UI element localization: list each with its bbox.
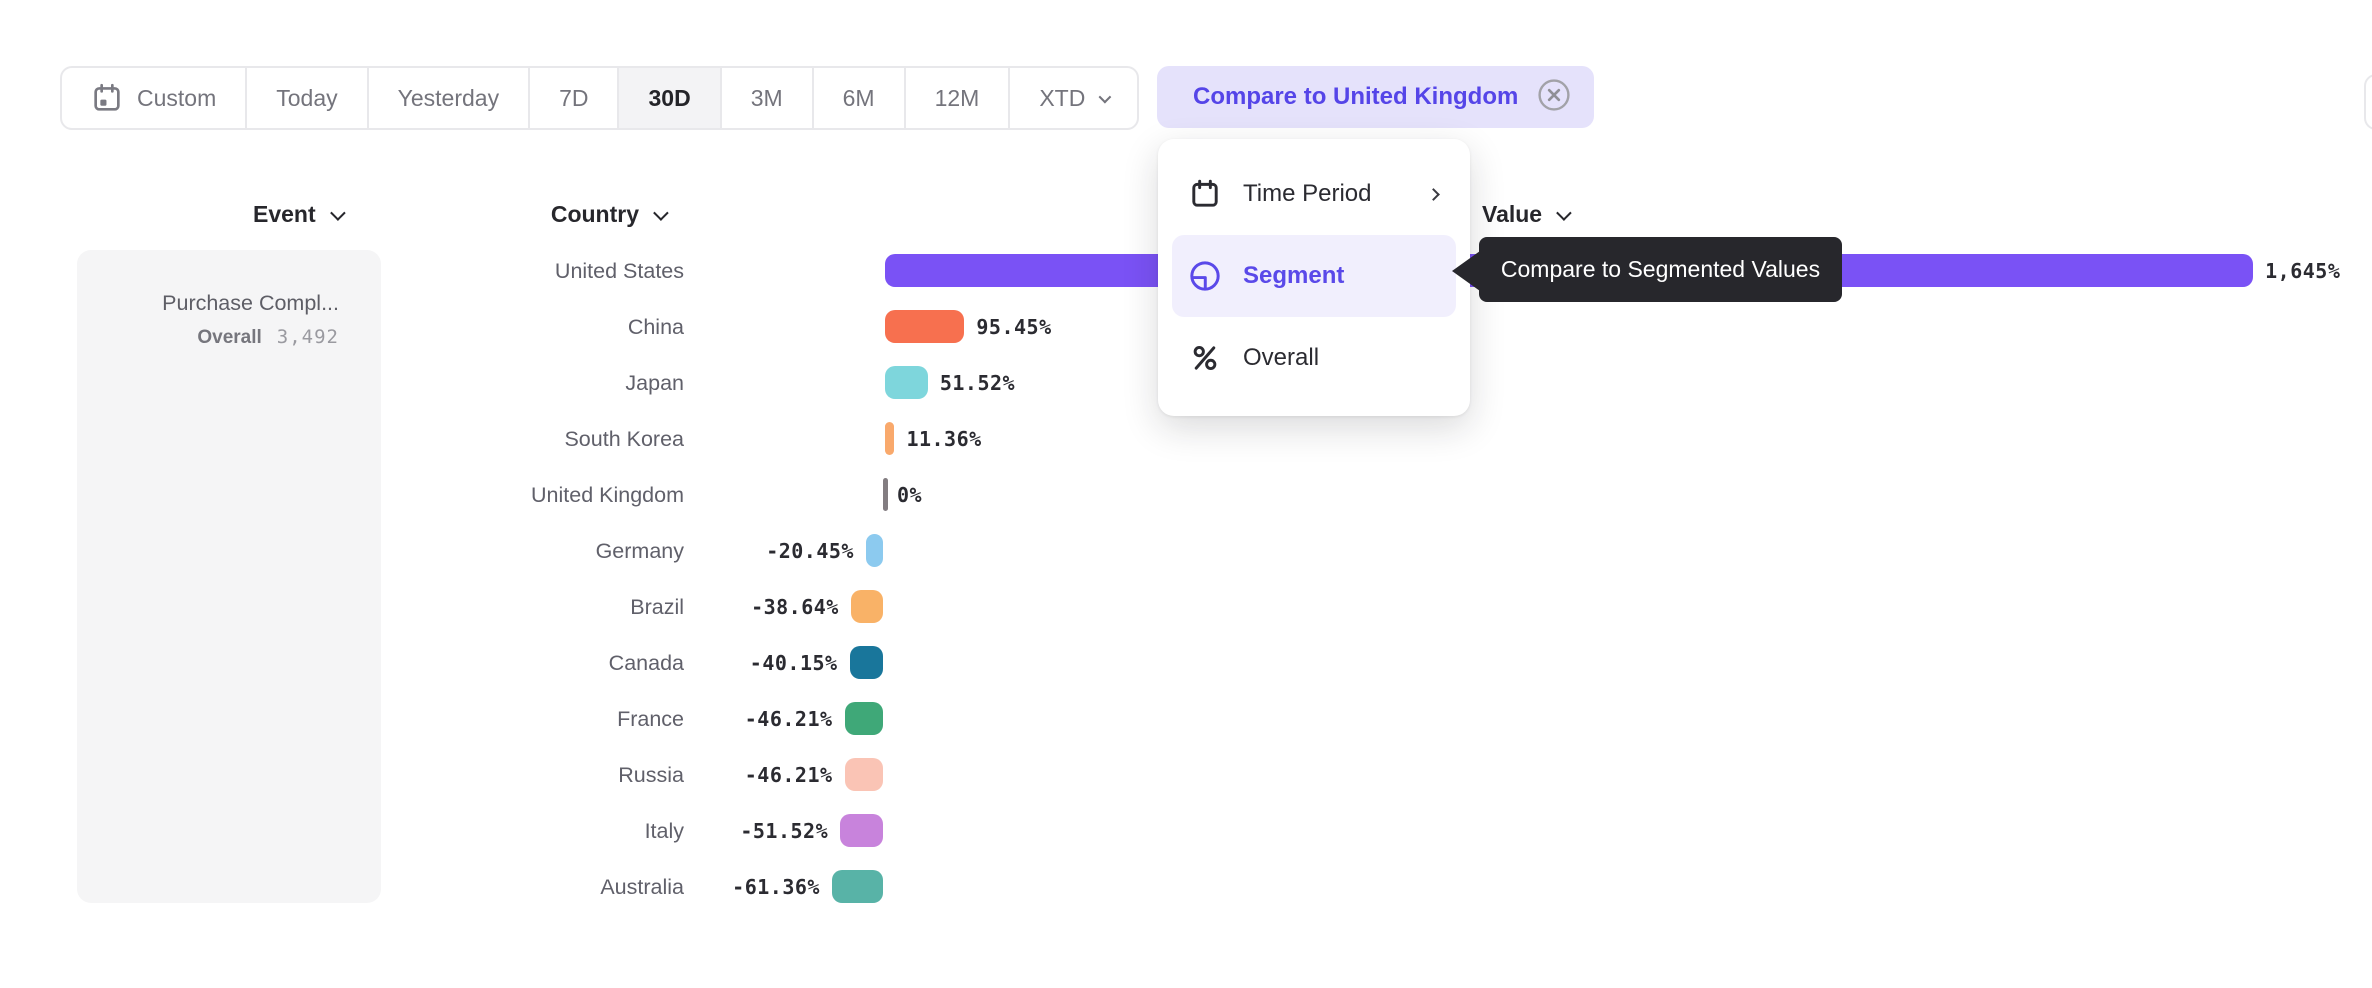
compare-options-menu: Time Period Segment Overall xyxy=(1158,139,1470,416)
date-range-label: Custom xyxy=(137,84,217,111)
country-label: United Kingdom xyxy=(531,483,684,507)
country-label: Russia xyxy=(618,763,684,787)
country-label: France xyxy=(617,707,684,731)
chart-row-germany: Germany -20.45% xyxy=(0,523,2372,579)
chart-row-canada: Canada -40.15% xyxy=(0,635,2372,691)
chart-row-brazil: Brazil -38.64% xyxy=(0,579,2372,635)
date-range-xtd-button[interactable]: XTD xyxy=(1008,68,1137,128)
country-label: Australia xyxy=(600,875,684,899)
chevron-down-icon xyxy=(1098,90,1112,103)
country-label: South Korea xyxy=(564,427,684,451)
date-range-7d-button[interactable]: 7D xyxy=(528,68,617,128)
chevron-down-icon xyxy=(329,204,346,221)
date-range-today-button[interactable]: Today xyxy=(245,68,366,128)
country-label: Italy xyxy=(644,819,684,843)
chevron-down-icon xyxy=(653,204,669,221)
bar-australia[interactable] xyxy=(831,870,883,903)
value-label: -20.45% xyxy=(766,539,854,563)
chevron-right-icon xyxy=(1427,187,1440,201)
bar-germany[interactable] xyxy=(865,534,883,567)
clipped-edge-control[interactable] xyxy=(2364,74,2372,130)
value-label: -51.52% xyxy=(740,819,829,843)
bar-brazil[interactable] xyxy=(850,590,883,623)
value-label: -38.64% xyxy=(751,595,839,619)
bar-russia[interactable] xyxy=(844,758,883,791)
tooltip-arrow xyxy=(1452,251,1480,291)
chart-row-united-kingdom: United Kingdom 0% xyxy=(0,467,2372,523)
chart-row-south-korea: South Korea 11.36% xyxy=(0,411,2372,467)
country-label: Germany xyxy=(595,539,684,563)
country-label: Canada xyxy=(608,651,684,675)
date-range-30d-button[interactable]: 30D xyxy=(617,68,720,128)
date-range-6m-button[interactable]: 6M xyxy=(811,68,904,128)
bar-canada[interactable] xyxy=(849,646,883,679)
event-card[interactable]: Purchase Compl... Overall 3,492 xyxy=(77,250,381,903)
chart-row-russia: Russia -46.21% xyxy=(0,747,2372,803)
bar-italy[interactable] xyxy=(840,814,883,847)
percent-icon xyxy=(1188,341,1222,375)
event-overall-value: 3,492 xyxy=(276,326,339,348)
menu-item-segment[interactable]: Segment xyxy=(1172,235,1456,317)
compare-to-label: Compare to United Kingdom xyxy=(1193,83,1519,110)
value-label: -61.36% xyxy=(732,875,820,899)
date-range-custom-button[interactable]: Custom xyxy=(62,68,245,128)
chart-row-italy: Italy -51.52% xyxy=(0,803,2372,859)
country-label: Japan xyxy=(625,371,684,395)
value-label: 0% xyxy=(897,483,923,507)
bar-china[interactable] xyxy=(885,310,965,343)
country-label: China xyxy=(627,315,684,339)
menu-item-time-period[interactable]: Time Period xyxy=(1172,153,1456,235)
bar-south-korea[interactable] xyxy=(885,422,895,455)
chevron-down-icon xyxy=(1556,204,1572,221)
country-label: United States xyxy=(554,259,684,283)
date-range-12m-button[interactable]: 12M xyxy=(903,68,1009,128)
event-title: Purchase Compl... xyxy=(162,291,339,315)
chart-row-france: France -46.21% xyxy=(0,691,2372,747)
baseline-axis-tick xyxy=(883,478,888,511)
segment-icon xyxy=(1188,259,1222,293)
date-range-3m-button[interactable]: 3M xyxy=(719,68,812,128)
menu-item-overall[interactable]: Overall xyxy=(1172,317,1456,399)
country-column-header[interactable]: Country xyxy=(400,199,669,229)
event-column-header[interactable]: Event xyxy=(253,199,346,229)
value-label: -40.15% xyxy=(749,651,838,675)
calendar-icon xyxy=(1188,177,1222,211)
compare-to-chip[interactable]: Compare to United Kingdom xyxy=(1157,66,1595,128)
tooltip: Compare to Segmented Values xyxy=(1479,237,1842,302)
event-overall-label: Overall xyxy=(197,327,262,348)
date-range-toolbar: Custom Today Yesterday 7D 30D 3M 6M 12M … xyxy=(60,66,1140,130)
bar-france[interactable] xyxy=(844,702,883,735)
value-label: 51.52% xyxy=(939,371,1016,395)
close-circle-icon[interactable] xyxy=(1536,77,1572,118)
chart-row-australia: Australia -61.36% xyxy=(0,859,2372,915)
calendar-icon xyxy=(91,82,123,114)
chart-row-china: China 95.45% xyxy=(0,299,2372,355)
bar-japan[interactable] xyxy=(885,366,928,399)
value-column-header[interactable]: Value xyxy=(1482,199,1572,229)
value-label: -46.21% xyxy=(744,707,833,731)
value-label: -46.21% xyxy=(744,763,833,787)
date-range-yesterday-button[interactable]: Yesterday xyxy=(366,68,528,128)
country-label: Brazil xyxy=(630,595,684,619)
chart-row-japan: Japan 51.52% xyxy=(0,355,2372,411)
value-label: 11.36% xyxy=(906,427,982,451)
value-label: 95.45% xyxy=(976,315,1052,339)
value-label: 1,645% xyxy=(2265,259,2341,283)
